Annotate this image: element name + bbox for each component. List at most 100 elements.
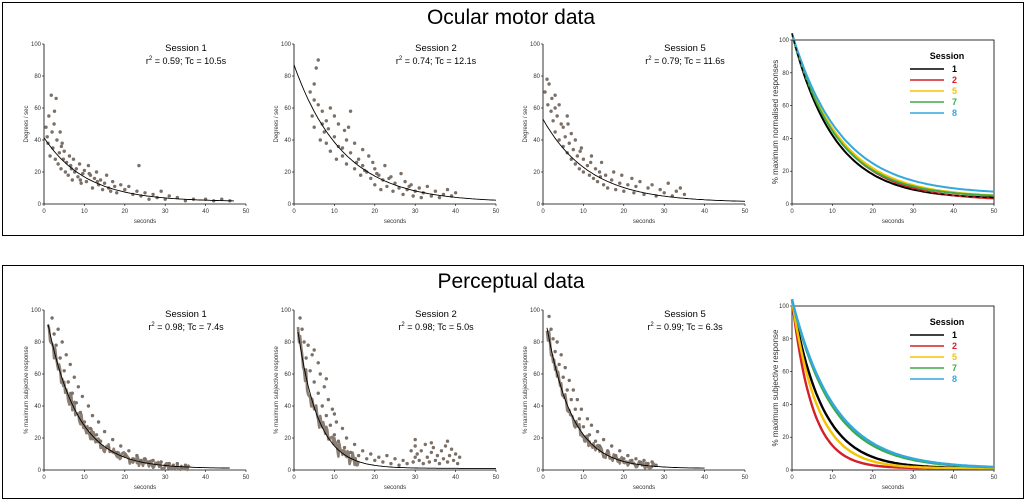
y-tick-label: 20: [34, 170, 41, 176]
x-tick-label: 50: [243, 475, 250, 481]
data-point: [367, 154, 371, 158]
y-axis-label: Degrees / sec: [523, 105, 529, 142]
y-tick-label: 80: [533, 340, 540, 346]
data-point: [551, 119, 555, 123]
data-point: [330, 407, 335, 411]
data-point: [622, 457, 626, 461]
data-point: [60, 141, 64, 145]
data-point: [634, 184, 638, 189]
data-point: [413, 437, 417, 442]
data-point: [62, 149, 66, 153]
data-point: [569, 131, 573, 136]
data-point: [403, 179, 407, 184]
data-point: [52, 109, 57, 113]
data-point: [443, 444, 448, 448]
data-point: [183, 199, 188, 203]
data-point: [419, 449, 423, 453]
data-point: [561, 375, 565, 379]
y-tick-label: 80: [533, 74, 540, 80]
data-point: [569, 397, 573, 402]
data-point: [658, 187, 662, 192]
data-point: [369, 176, 373, 181]
data-point: [401, 192, 405, 197]
data-point: [411, 460, 415, 464]
data-point: [585, 163, 590, 168]
data-point: [588, 160, 593, 165]
data-point: [71, 157, 76, 161]
data-point: [547, 314, 551, 319]
x-tick-label: 50: [991, 475, 998, 481]
y-tick-label: 40: [284, 138, 291, 144]
data-point: [427, 460, 432, 464]
data-point: [614, 187, 618, 192]
data-point: [415, 452, 419, 456]
data-point: [587, 433, 592, 437]
x-tick-label: 10: [580, 209, 587, 215]
chart-4: 0 10 20 30 40 50 0 20 40 60 80 100 seconds % maximum …: [771, 33, 998, 225]
data-point: [407, 184, 411, 189]
perceptual-panel: [2, 265, 1024, 499]
legend-label-1: 1: [952, 330, 957, 340]
data-point: [622, 189, 626, 193]
series-line-5: [790, 299, 994, 470]
data-point: [82, 420, 87, 424]
data-point: [646, 186, 650, 190]
data-point: [569, 157, 573, 161]
data-point: [573, 162, 578, 166]
data-point: [381, 460, 385, 464]
y-tick-label: 60: [782, 104, 789, 110]
data-point: [167, 461, 171, 466]
data-point: [87, 171, 91, 176]
data-point: [666, 181, 670, 185]
data-point: [342, 128, 347, 133]
data-point: [383, 163, 387, 168]
x-tick-label: 0: [790, 475, 794, 481]
data-point: [553, 106, 557, 110]
data-point: [642, 458, 646, 463]
data-point: [385, 453, 389, 458]
data-point: [455, 461, 460, 466]
data-point: [433, 458, 438, 463]
data-point: [630, 176, 634, 181]
data-point: [332, 114, 337, 118]
y-tick-label: 20: [782, 435, 789, 441]
data-point: [123, 453, 127, 458]
data-point: [324, 413, 329, 418]
data-point: [151, 192, 155, 197]
data-point: [74, 401, 79, 405]
data-point: [550, 96, 554, 101]
series-line-1-dashed: [791, 33, 995, 199]
data-point: [453, 452, 458, 456]
legend-label-7: 7: [952, 363, 957, 373]
y-tick-label: 0: [537, 202, 541, 208]
data-point: [413, 455, 417, 459]
y-tick-label: 0: [786, 202, 790, 208]
data-point: [547, 82, 551, 86]
data-point: [358, 173, 363, 177]
data-point: [69, 167, 74, 171]
data-point: [352, 442, 357, 447]
data-point: [328, 149, 333, 153]
data-point: [365, 457, 369, 461]
data-point: [183, 463, 188, 467]
y-tick-label: 0: [288, 468, 292, 474]
data-point: [119, 444, 123, 448]
x-tick-label: 10: [829, 475, 836, 481]
y-tick-label: 100: [31, 42, 42, 48]
y-tick-label: 40: [533, 138, 540, 144]
data-point: [626, 183, 630, 187]
x-tick-label: 10: [81, 475, 88, 481]
data-point: [318, 372, 322, 376]
data-point: [346, 125, 351, 129]
x-tick-label: 20: [869, 209, 876, 215]
y-tick-label: 80: [284, 74, 291, 80]
y-tick-label: 20: [34, 436, 41, 442]
data-point: [369, 452, 373, 456]
data-point: [348, 151, 353, 155]
x-tick-label: 50: [493, 475, 500, 481]
data-point: [56, 327, 60, 331]
data-point: [143, 457, 147, 461]
data-point: [597, 170, 602, 174]
data-point: [310, 114, 314, 118]
data-point: [94, 433, 99, 437]
